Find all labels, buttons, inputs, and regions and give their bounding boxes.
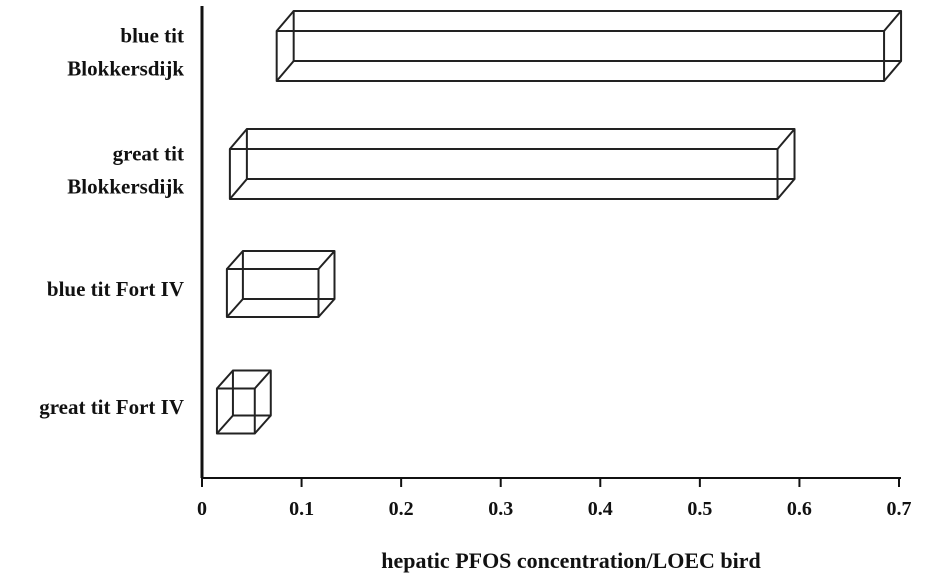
bar-depth-edge — [776, 128, 796, 150]
bar-depth-edge — [275, 60, 295, 82]
x-tick-label: 0.3 — [488, 498, 513, 520]
bar-depth-edge — [275, 10, 295, 32]
bar — [228, 128, 796, 200]
bar-depth-edge — [254, 369, 272, 390]
category-label: great tit Blokkersdijk — [67, 142, 184, 199]
x-axis-title: hepatic PFOS concentration/LOEC bird — [381, 548, 761, 573]
bar-back-face — [231, 369, 272, 417]
bar — [215, 369, 272, 435]
category-label-line: Blokkersdijk — [67, 57, 184, 81]
x-tick-label: 0.1 — [289, 498, 314, 520]
bar-depth-edge — [883, 10, 902, 32]
category-label-line: blue tit Fort IV — [47, 277, 184, 301]
bar — [225, 250, 336, 318]
bar-back-face — [245, 128, 796, 180]
bar-depth-edge — [229, 178, 248, 200]
bar-depth-edge — [254, 414, 272, 435]
bar-front-face — [228, 148, 779, 200]
category-label-line: Blokkersdijk — [67, 175, 184, 199]
x-tick-label: 0.5 — [687, 498, 712, 520]
bar-depth-edge — [216, 414, 234, 435]
category-label: blue tit Fort IV — [47, 277, 184, 301]
bar-back-face — [292, 10, 903, 62]
x-tick-label: 0.2 — [389, 498, 414, 520]
x-tick-label: 0.4 — [588, 498, 613, 520]
bar-depth-edge — [226, 298, 244, 318]
category-label: blue tit Blokkersdijk — [67, 24, 184, 81]
x-tick-label: 0.6 — [787, 498, 812, 520]
bar-depth-edge — [216, 369, 234, 390]
category-label: great tit Fort IV — [39, 395, 184, 419]
axes: 0 0.1 0.2 0.3 0.4 0.5 0.6 0.7 — [197, 6, 912, 520]
bar-depth-edge — [317, 250, 336, 270]
labels: blue tit Blokkersdijk great tit Blokkersdij… — [39, 24, 184, 420]
bar-depth-edge — [229, 128, 248, 150]
bar-depth-edge — [776, 178, 796, 200]
bar-back-face — [241, 250, 336, 300]
category-label-line: great tit Fort IV — [39, 395, 184, 419]
x-tick-label: 0.7 — [887, 498, 912, 520]
bar — [275, 10, 903, 82]
bar-front-face — [215, 387, 256, 435]
x-tick-label: 0 — [197, 498, 207, 520]
bar-depth-edge — [883, 60, 902, 82]
bar-depth-edge — [226, 250, 244, 270]
bar-front-face — [225, 268, 320, 318]
bar-front-face — [275, 30, 886, 82]
category-label-line: great tit — [113, 142, 184, 166]
bars — [215, 10, 903, 435]
category-label-line: blue tit — [120, 24, 184, 48]
bar-depth-edge — [317, 298, 336, 318]
